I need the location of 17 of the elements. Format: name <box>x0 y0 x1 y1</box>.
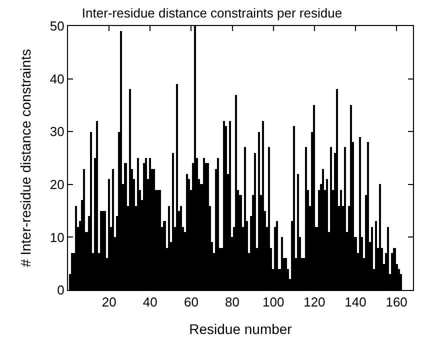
y-tick-label: 40 <box>50 71 64 86</box>
x-axis-title: Residue number <box>189 320 292 337</box>
chart-title: Inter-residue distance constraints per residue <box>82 6 342 21</box>
x-tick-label: 120 <box>304 294 326 310</box>
x-tick-label: 20 <box>102 294 116 310</box>
y-tick-label: 0 <box>57 282 64 298</box>
x-tick-label: 140 <box>344 294 366 310</box>
y-axis-title: # Inter-residue distance constraints <box>18 49 34 267</box>
y-tick-label: 50 <box>50 18 64 34</box>
x-tick-label: 80 <box>225 294 240 310</box>
x-tick-label: 100 <box>262 294 284 310</box>
y-tick-label: 20 <box>50 176 64 192</box>
x-tick-label: 40 <box>142 294 158 310</box>
x-tick-label: 160 <box>386 294 408 310</box>
y-tick-label: 10 <box>50 230 64 245</box>
y-tick-label: 30 <box>50 124 64 140</box>
x-tick-label: 60 <box>184 294 198 310</box>
